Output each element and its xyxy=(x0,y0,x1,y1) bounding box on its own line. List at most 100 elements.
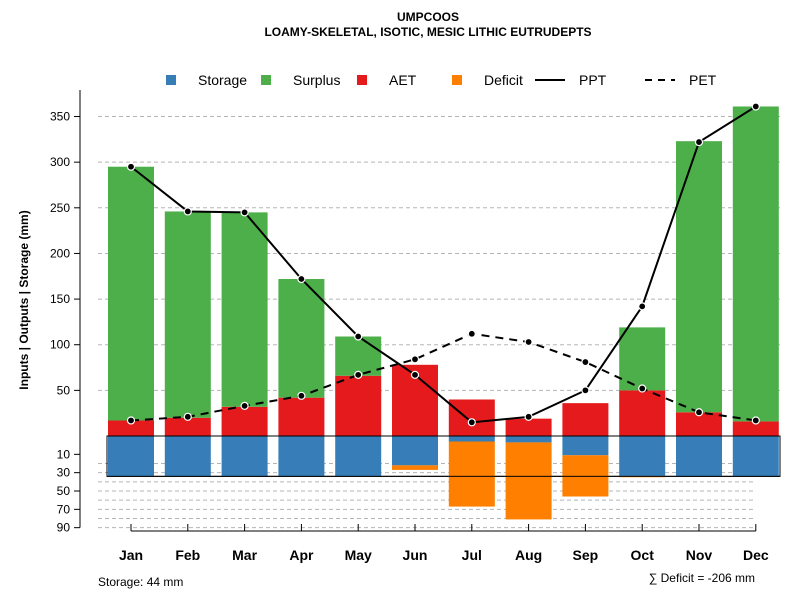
y-tick-label: 90 xyxy=(57,521,71,535)
x-tick-label: Jul xyxy=(462,547,482,563)
deficit-footnote: ∑ Deficit = -206 mm xyxy=(649,571,755,585)
x-tick-label: Apr xyxy=(289,547,314,563)
deficit-bar xyxy=(448,441,495,507)
ppt-point xyxy=(581,386,590,395)
aet-bar xyxy=(164,417,211,436)
ppt-point xyxy=(410,370,420,379)
ppt-point xyxy=(354,332,363,341)
storage-bar xyxy=(676,436,722,477)
surplus-bar xyxy=(335,336,382,376)
storage-footnote: Storage: 44 mm xyxy=(98,575,183,589)
legend-swatch xyxy=(166,75,176,85)
grid-lines xyxy=(98,116,780,529)
pet-point xyxy=(638,384,647,393)
x-tick-label: Jun xyxy=(403,547,428,563)
aet-bar xyxy=(676,412,722,436)
y-axis-label: Inputs | Outputs | Storage (mm) xyxy=(17,210,31,389)
ppt-point xyxy=(183,207,192,216)
y-tick-label: 50 xyxy=(57,383,71,397)
ppt-point xyxy=(694,137,704,147)
ppt-point xyxy=(524,412,533,421)
aet-bar xyxy=(732,421,779,436)
storage-bar xyxy=(335,436,382,477)
x-tick-label: Feb xyxy=(175,547,200,563)
x-tick-label: Sep xyxy=(573,547,599,563)
legend-label: Deficit xyxy=(484,72,523,88)
ppt-point xyxy=(126,162,136,171)
x-tick-label: Aug xyxy=(515,547,542,563)
legend-label: PPT xyxy=(579,72,607,88)
pet-point xyxy=(354,370,363,379)
y-tick-label: 50 xyxy=(57,484,71,498)
storage-bar xyxy=(448,436,495,442)
storage-bar xyxy=(164,436,211,477)
storage-bar xyxy=(562,436,609,456)
storage-bar xyxy=(108,436,154,477)
pet-line xyxy=(130,332,756,422)
y-tick-label: 70 xyxy=(57,502,71,516)
y-tick-label: 100 xyxy=(50,338,70,352)
legend-swatch xyxy=(452,75,462,85)
x-tick-label: Mar xyxy=(232,547,257,563)
ppt-point xyxy=(240,208,249,217)
y-tick-label: 200 xyxy=(50,246,70,260)
ppt-point xyxy=(467,418,476,427)
deficit-bar xyxy=(392,465,438,470)
pet-point xyxy=(751,416,760,425)
y-tick-label: 300 xyxy=(50,155,70,169)
surplus-bar xyxy=(164,211,211,418)
surplus-bar xyxy=(221,212,268,407)
pet-point xyxy=(240,401,249,410)
pet-point xyxy=(467,329,476,338)
pet-point xyxy=(524,337,533,347)
legend-label: Storage xyxy=(198,72,247,88)
legend-label: AET xyxy=(389,72,417,88)
storage-bar xyxy=(392,436,438,466)
chart-subtitle: LOAMY-SKELETAL, ISOTIC, MESIC LITHIC EUT… xyxy=(264,25,591,39)
axes: 50 100 150 200 250 300 350 10 30 50 70 90 Jan Feb Mar A… xyxy=(50,90,769,563)
pet-point xyxy=(410,355,420,364)
surplus-bar xyxy=(108,166,154,421)
legend: Storage Surplus AET Deficit PPT PET xyxy=(166,72,717,88)
pet-point xyxy=(183,412,192,421)
storage-bar xyxy=(221,436,268,477)
y-tick-label: 350 xyxy=(50,110,70,124)
aet-bar xyxy=(562,403,609,436)
storage-capacity-outline xyxy=(106,435,781,477)
pet-point xyxy=(126,416,136,425)
storage-bar xyxy=(505,436,552,443)
storage-bar xyxy=(278,436,325,477)
surplus-bar xyxy=(732,106,779,422)
y-tick-label: 10 xyxy=(57,447,71,461)
ppt-point xyxy=(297,274,306,284)
pet-point xyxy=(694,408,704,417)
aet-bar xyxy=(448,399,495,436)
surplus-bar xyxy=(278,278,325,398)
pet-point xyxy=(297,391,306,400)
ppt-line xyxy=(130,105,757,424)
aet-bar xyxy=(278,397,325,436)
legend-swatch xyxy=(261,75,271,85)
storage-bar xyxy=(619,436,666,477)
legend-swatch xyxy=(357,75,367,85)
storage-bar xyxy=(732,436,779,477)
ppt-point xyxy=(751,102,760,111)
x-tick-label: May xyxy=(345,547,372,563)
ppt-point xyxy=(638,302,647,311)
deficit-bar xyxy=(505,442,552,520)
aet-bar xyxy=(108,420,154,436)
surplus-bar xyxy=(676,141,722,413)
x-tick-label: Nov xyxy=(686,547,713,563)
y-tick-label: 250 xyxy=(50,201,70,215)
pet-point xyxy=(581,357,590,367)
lines xyxy=(126,102,760,427)
y-tick-label: 30 xyxy=(57,466,71,480)
aet-bar xyxy=(619,390,666,436)
legend-label: Surplus xyxy=(293,72,340,88)
aet-bar xyxy=(335,375,382,436)
x-tick-label: Dec xyxy=(743,547,769,563)
legend-label: PET xyxy=(689,72,717,88)
x-tick-label: Jan xyxy=(119,547,143,563)
bars xyxy=(106,106,781,520)
